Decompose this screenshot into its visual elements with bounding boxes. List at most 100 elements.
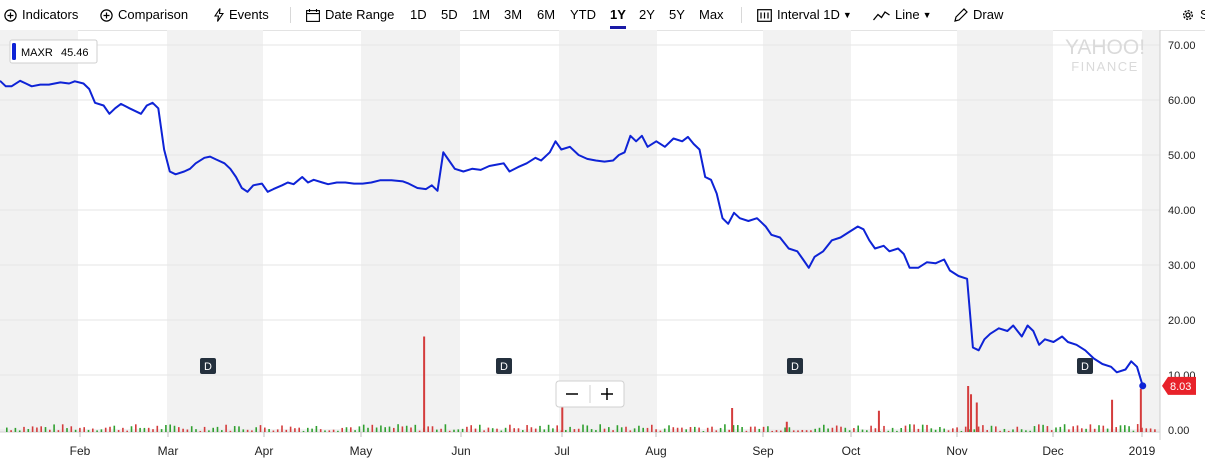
zoom-out-button[interactable]	[557, 382, 589, 406]
plus-icon	[601, 388, 613, 400]
volume-bar	[298, 427, 300, 432]
x-tick-label: Mar	[158, 444, 179, 458]
volume-bar	[780, 430, 782, 432]
volume-bar	[569, 426, 571, 432]
range-5d[interactable]: 5D	[441, 0, 458, 30]
x-tick-label: Jul	[554, 444, 569, 458]
volume-bar	[255, 427, 257, 432]
volume-bar	[861, 429, 864, 432]
volume-bar	[1098, 425, 1100, 432]
volume-bar	[388, 426, 391, 432]
volume-bar	[367, 427, 369, 432]
line-label: Line	[895, 7, 920, 22]
range-6m[interactable]: 6M	[537, 0, 555, 30]
volume-bar	[745, 430, 748, 432]
price-chart[interactable]: YAHOO! FINANCE 70.00 60.00 50.00 40.00 30.00…	[0, 30, 1205, 468]
volume-bar	[844, 427, 847, 432]
volume-bar	[1025, 430, 1027, 432]
dividend-marker[interactable]: D	[787, 358, 803, 374]
ticker-legend[interactable]: MAXR 45.46	[9, 39, 98, 64]
volume-bar	[685, 429, 687, 432]
dividend-marker[interactable]: D	[1077, 358, 1093, 374]
volume-bar	[526, 425, 528, 432]
range-label: 3M	[504, 7, 523, 22]
dividend-marker[interactable]: D	[200, 358, 216, 374]
draw-button[interactable]: Draw	[954, 0, 1003, 30]
volume-bar	[40, 426, 42, 432]
volume-bar	[173, 425, 176, 432]
volume-bar	[113, 425, 116, 432]
volume-bar	[1124, 425, 1126, 432]
dividend-marker-label: D	[791, 361, 799, 373]
line-chart-icon	[873, 10, 890, 21]
month-band	[559, 30, 657, 432]
volume-bar	[758, 428, 761, 432]
range-1d[interactable]: 1D	[410, 0, 427, 30]
volume-bar	[1068, 429, 1070, 432]
volume-bar	[135, 424, 137, 432]
range-3m[interactable]: 3M	[504, 0, 522, 30]
range-max[interactable]: Max	[699, 0, 724, 30]
month-band	[0, 30, 78, 432]
zoom-in-button[interactable]	[591, 382, 623, 406]
volume-bar	[311, 428, 313, 432]
dividend-marker[interactable]: D	[496, 358, 512, 374]
volume-bar	[655, 429, 657, 432]
volume-bar	[337, 430, 339, 432]
volume-bar	[767, 426, 769, 432]
volume-bar	[797, 430, 799, 432]
range-1m[interactable]: 1M	[472, 0, 490, 30]
month-band	[763, 30, 851, 432]
events-button[interactable]: Events	[214, 0, 269, 30]
volume-bar	[848, 430, 851, 432]
price-series-line	[0, 79, 1144, 387]
range-label: 1D	[410, 7, 427, 22]
volume-bar	[719, 427, 722, 432]
volume-bar	[556, 425, 558, 432]
calendar-icon	[306, 8, 320, 22]
month-band	[957, 30, 1053, 432]
volume-bar	[788, 427, 791, 432]
volume-bar	[96, 430, 98, 432]
interval-dropdown[interactable]: Interval 1D ▼	[757, 0, 852, 30]
volume-bar	[599, 424, 601, 432]
volume-bar	[715, 430, 718, 432]
volume-bar	[10, 430, 12, 432]
indicators-button[interactable]: Indicators	[4, 0, 78, 30]
volume-bar	[595, 430, 597, 432]
range-2y[interactable]: 2Y	[639, 0, 655, 30]
range-1y[interactable]: 1Y	[610, 0, 626, 30]
watermark-line1: YAHOO!	[1065, 36, 1145, 59]
volume-bar	[203, 426, 206, 432]
volume-bar	[87, 429, 90, 432]
volume-bar	[190, 426, 193, 432]
chart-type-dropdown[interactable]: Line ▼	[873, 0, 932, 30]
volume-bar	[629, 430, 632, 432]
volume-bar	[380, 425, 382, 432]
range-5y[interactable]: 5Y	[669, 0, 685, 30]
range-label: 2Y	[639, 7, 655, 22]
settings-button[interactable]: S	[1181, 0, 1205, 30]
range-label: Max	[699, 7, 724, 22]
volume-spike	[975, 402, 978, 432]
comparison-button[interactable]: Comparison	[100, 0, 188, 30]
volume-bar	[534, 428, 537, 432]
volume-bar	[49, 429, 51, 432]
volume-bar	[281, 425, 283, 432]
volume-bar	[328, 430, 331, 432]
volume-bar	[823, 424, 825, 432]
volume-bar	[513, 428, 515, 432]
volume-spike	[877, 410, 880, 432]
dividend-marker-label: D	[204, 361, 212, 373]
date-range-button[interactable]: Date Range	[306, 0, 394, 30]
volume-bar	[147, 427, 150, 432]
volume-bar	[659, 430, 662, 432]
volume-bar	[139, 427, 141, 432]
volume-bar	[698, 427, 700, 432]
volume-bar	[814, 428, 816, 432]
volume-bar	[672, 427, 675, 432]
volume-bar	[229, 430, 232, 432]
volume-bar	[663, 428, 666, 432]
range-ytd[interactable]: YTD	[570, 0, 596, 30]
plus-circle-icon	[100, 8, 113, 22]
